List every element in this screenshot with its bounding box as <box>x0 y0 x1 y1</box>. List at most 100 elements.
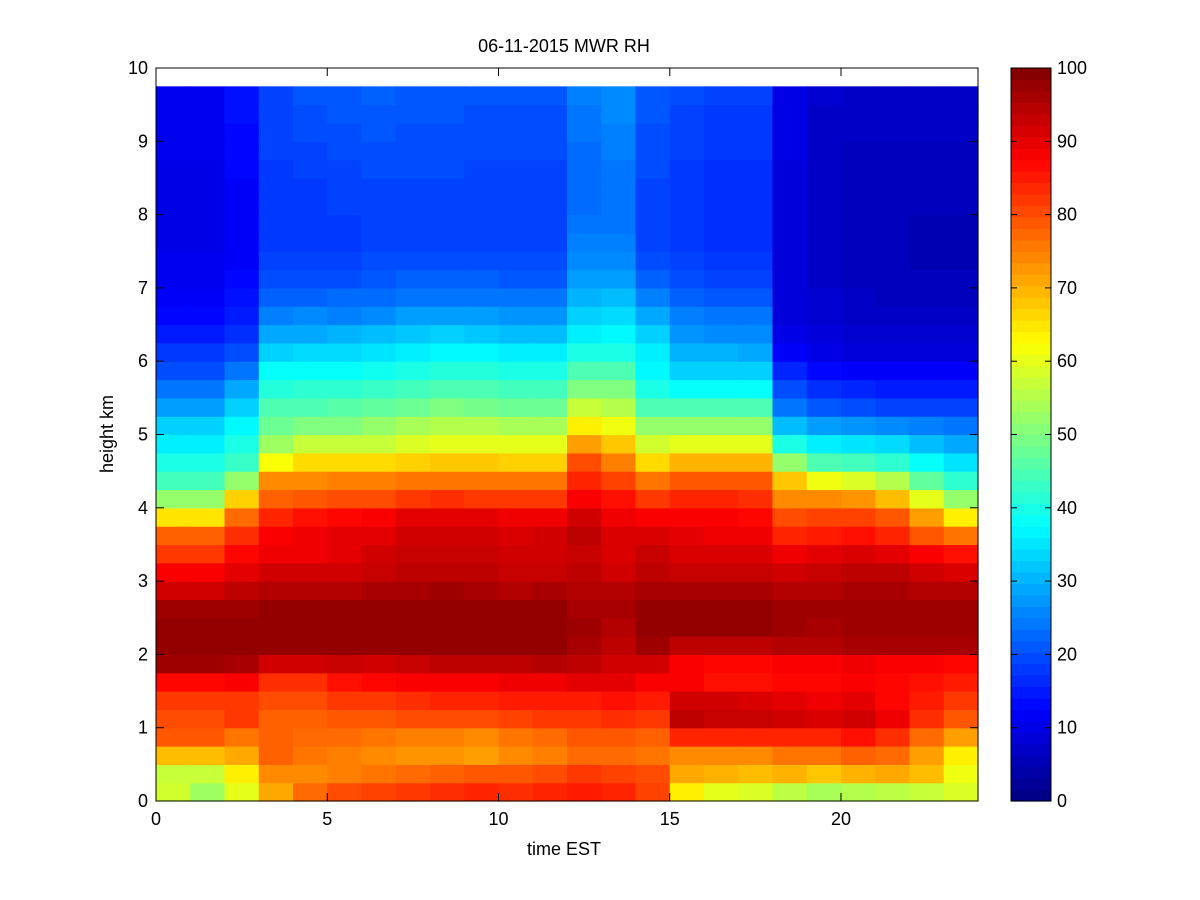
y-tick-label: 0 <box>138 791 148 811</box>
heatmap-cell <box>498 581 534 601</box>
heatmap-cell <box>738 324 774 344</box>
heatmap-cell <box>738 342 774 362</box>
heatmap-cell <box>772 324 808 344</box>
heatmap-cell <box>532 342 568 362</box>
heatmap-cell <box>841 452 876 472</box>
heatmap-cell <box>327 251 363 271</box>
heatmap-cell <box>738 232 774 252</box>
y-tick-label: 7 <box>138 278 148 298</box>
heatmap-cell <box>806 214 842 234</box>
colorbar-strip <box>1011 571 1051 584</box>
heatmap-cell <box>669 709 705 729</box>
heatmap-cell <box>772 471 808 491</box>
heatmap-cell <box>156 141 191 161</box>
heatmap-cell <box>361 471 397 491</box>
heatmap-cell <box>327 361 363 381</box>
heatmap-cell <box>738 287 774 307</box>
heatmap-cell <box>806 672 842 692</box>
heatmap-cell <box>669 434 705 454</box>
heatmap-cell <box>156 672 191 692</box>
heatmap-cell <box>327 306 363 326</box>
heatmap-cell <box>841 232 876 252</box>
heatmap-cell <box>327 746 363 765</box>
heatmap-cell <box>772 434 808 454</box>
heatmap-cell <box>327 269 363 289</box>
heatmap-cell <box>704 104 739 124</box>
heatmap-cell <box>806 452 842 472</box>
heatmap-cell <box>361 746 397 765</box>
heatmap-cell <box>909 782 945 802</box>
heatmap-cell <box>909 361 945 381</box>
heatmap-cell <box>293 397 328 417</box>
heatmap-cell <box>635 562 671 582</box>
heatmap-cell <box>156 489 191 509</box>
heatmap-cell <box>704 324 739 344</box>
heatmap-cell <box>601 86 637 106</box>
heatmap-cell <box>601 306 637 326</box>
heatmap-cell <box>704 306 739 326</box>
heatmap-cell <box>258 507 294 527</box>
heatmap-cell <box>943 581 979 601</box>
heatmap-cell <box>258 489 294 509</box>
heatmap-cell <box>395 104 431 124</box>
heatmap-cell <box>669 782 705 802</box>
heatmap-cell <box>601 489 637 509</box>
heatmap-cell <box>567 507 602 527</box>
heatmap-cell <box>498 379 534 399</box>
heatmap-cell <box>635 269 671 289</box>
heatmap-cell <box>395 746 431 765</box>
heatmap-cell <box>224 324 260 344</box>
heatmap-cell <box>498 746 534 765</box>
heatmap-cell <box>224 342 260 362</box>
heatmap-cell <box>258 581 294 601</box>
heatmap-cell <box>430 177 465 197</box>
heatmap-cell <box>669 764 705 784</box>
heatmap-cell <box>669 562 705 582</box>
heatmap-cell <box>909 416 945 436</box>
heatmap-cell <box>943 104 979 124</box>
heatmap-cell <box>532 636 568 655</box>
heatmap-cell <box>669 672 705 692</box>
heatmap-cell <box>190 489 226 509</box>
heatmap-cell <box>943 526 979 546</box>
heatmap-cell <box>909 672 945 692</box>
colorbar-strip <box>1011 205 1051 218</box>
heatmap-cell <box>635 416 671 436</box>
heatmap-cell <box>224 251 260 271</box>
heatmap-cell <box>601 269 637 289</box>
heatmap-cell <box>635 141 671 161</box>
heatmap-cell <box>841 86 876 106</box>
heatmap-cell <box>258 379 294 399</box>
colorbar-strip <box>1011 503 1051 516</box>
colorbar-strip <box>1011 480 1051 493</box>
heatmap-cell <box>258 104 294 124</box>
heatmap-cell <box>190 86 226 106</box>
heatmap-cell <box>635 159 671 179</box>
heatmap-cell <box>943 214 979 234</box>
heatmap-cell <box>395 122 431 142</box>
heatmap-cell <box>943 306 979 326</box>
heatmap-cell <box>190 287 226 307</box>
heatmap-cell <box>430 489 465 509</box>
heatmap-cell <box>258 452 294 472</box>
heatmap-cell <box>806 471 842 491</box>
heatmap-cell <box>498 507 534 527</box>
heatmap-cell <box>498 269 534 289</box>
heatmap-cell <box>258 196 294 216</box>
y-tick-label: 5 <box>138 425 148 445</box>
heatmap-cell <box>841 214 876 234</box>
heatmap-cell <box>841 764 876 784</box>
colorbar-tick-label: 0 <box>1057 791 1067 811</box>
heatmap-cell <box>430 397 465 417</box>
heatmap-cell <box>909 342 945 362</box>
heatmap-cell <box>464 746 500 765</box>
heatmap-cell <box>532 581 568 601</box>
colorbar-strip <box>1011 171 1051 184</box>
heatmap-cell <box>327 159 363 179</box>
heatmap-cell <box>772 599 808 619</box>
heatmap-cell <box>738 599 774 619</box>
heatmap-cell <box>943 141 979 161</box>
heatmap-cell <box>464 306 500 326</box>
heatmap-cell <box>875 269 911 289</box>
heatmap-cell <box>464 471 500 491</box>
